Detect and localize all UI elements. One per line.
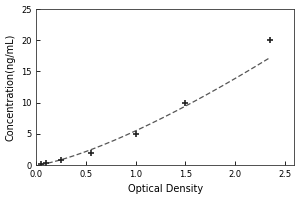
Y-axis label: Concentration(ng/mL): Concentration(ng/mL) bbox=[6, 33, 16, 141]
X-axis label: Optical Density: Optical Density bbox=[128, 184, 203, 194]
